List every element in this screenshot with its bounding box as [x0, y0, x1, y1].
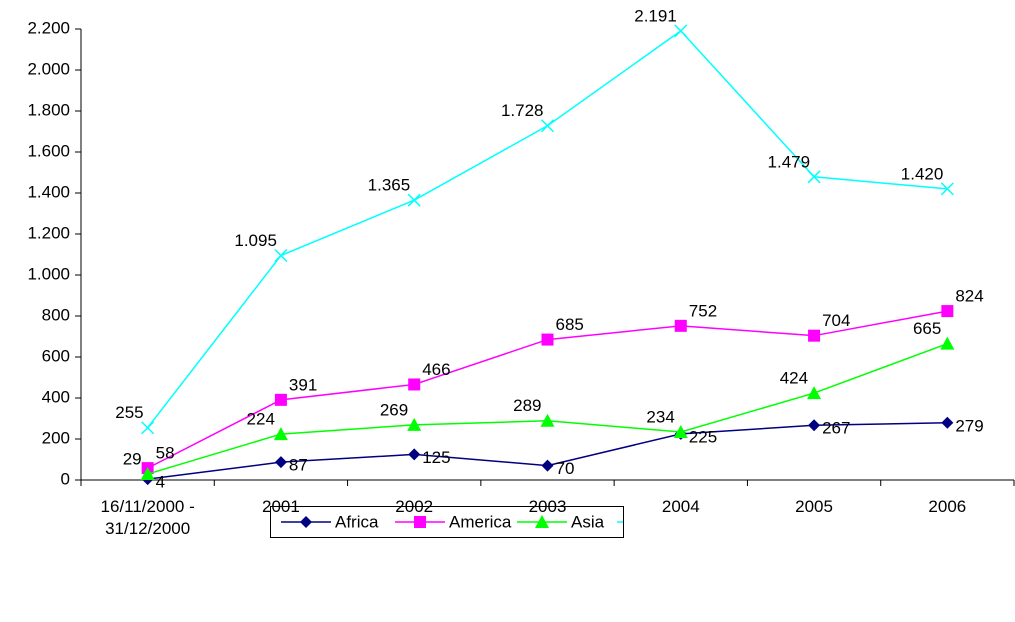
- marker: [300, 516, 312, 528]
- data-label: 1.365: [368, 176, 411, 195]
- marker: [808, 329, 821, 342]
- data-label: 466: [422, 360, 450, 379]
- y-tick-label: 1.400: [27, 182, 70, 201]
- data-label: 1.728: [501, 101, 544, 120]
- x-tick-label: 2002: [395, 497, 434, 516]
- y-tick-label: 1.800: [27, 100, 70, 119]
- marker: [673, 425, 688, 439]
- legend-label: Asia: [571, 512, 605, 531]
- marker: [540, 413, 555, 427]
- legend-label: Africa: [335, 512, 379, 531]
- y-tick-label: 0: [61, 469, 70, 488]
- x-tick-label: 2001: [262, 497, 300, 516]
- data-label: 824: [955, 287, 983, 306]
- marker: [535, 515, 549, 528]
- marker: [674, 24, 688, 38]
- data-label: 267: [822, 419, 850, 438]
- x-tick-label: 2005: [795, 497, 833, 516]
- marker: [407, 417, 422, 431]
- y-tick-label: 400: [42, 387, 70, 406]
- y-tick-label: 200: [42, 428, 70, 447]
- data-label: 29: [123, 450, 142, 469]
- data-label: 269: [380, 400, 408, 419]
- marker: [273, 427, 288, 441]
- data-label: 255: [115, 403, 143, 422]
- data-label: 225: [689, 427, 717, 446]
- x-tick-label: 2003: [528, 497, 567, 516]
- y-tick-label: 2.000: [27, 59, 70, 78]
- marker: [541, 459, 554, 472]
- marker: [408, 378, 421, 391]
- data-label: 289: [513, 396, 541, 415]
- series-line: [147, 29, 948, 429]
- data-label: 70: [556, 459, 575, 478]
- data-label: 704: [822, 311, 850, 330]
- marker: [541, 333, 554, 346]
- data-label: 87: [289, 456, 308, 475]
- data-label: 752: [689, 301, 717, 320]
- data-label: 685: [556, 315, 584, 334]
- data-label: 1.420: [901, 164, 944, 183]
- x-tick-label: 16/11/2000 - 31/12/2000: [100, 497, 195, 538]
- data-label: 1.479: [768, 152, 811, 171]
- y-tick-label: 800: [42, 305, 70, 324]
- marker: [940, 182, 954, 196]
- x-tick-label: 2006: [928, 497, 967, 516]
- data-label: 279: [955, 416, 983, 435]
- marker: [674, 319, 687, 332]
- data-label: 665: [913, 319, 941, 338]
- y-tick-label: 1.000: [27, 264, 70, 283]
- data-label: 2.191: [634, 6, 677, 25]
- marker: [414, 516, 426, 528]
- marker: [941, 416, 954, 429]
- marker: [540, 119, 555, 133]
- data-label: 58: [156, 444, 175, 463]
- data-label: 234: [646, 408, 674, 427]
- x-tick-label: 2004: [661, 497, 700, 516]
- data-label: 125: [422, 448, 450, 467]
- marker: [407, 193, 421, 207]
- marker: [274, 248, 288, 263]
- marker: [808, 419, 821, 432]
- y-tick-label: 1.600: [27, 141, 70, 160]
- marker: [807, 386, 822, 400]
- marker: [141, 421, 155, 435]
- marker: [274, 393, 287, 406]
- y-tick-label: 600: [42, 346, 70, 365]
- marker: [940, 336, 955, 350]
- marker: [140, 467, 155, 481]
- data-label: 4: [156, 473, 165, 492]
- y-tick-label: 1.200: [27, 223, 70, 242]
- y-tick-label: 2.200: [27, 18, 70, 37]
- data-label: 424: [780, 369, 808, 388]
- data-label: 391: [289, 375, 317, 394]
- marker: [807, 170, 821, 184]
- legend-label: America: [449, 512, 512, 531]
- marker: [941, 305, 954, 318]
- marker: [274, 456, 287, 469]
- data-label: 224: [247, 410, 275, 429]
- marker: [408, 448, 421, 461]
- data-label: 1.095: [234, 231, 277, 250]
